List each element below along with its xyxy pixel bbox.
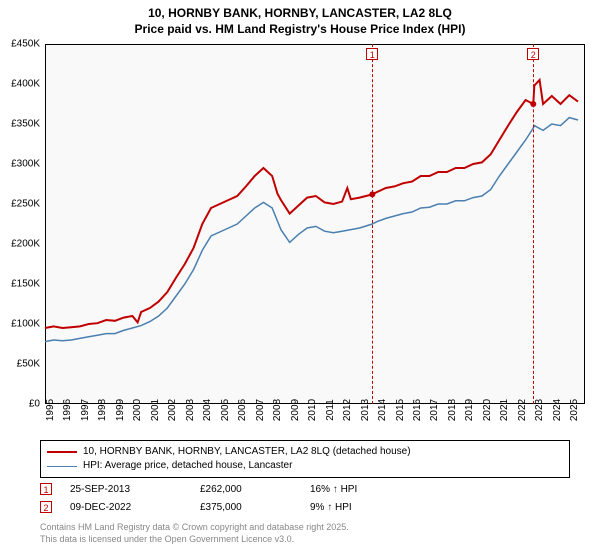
series-price_paid xyxy=(45,80,578,328)
x-tick-label: 2020 xyxy=(482,399,493,421)
x-tick-label: 2011 xyxy=(325,399,336,421)
legend-row-2: HPI: Average price, detached house, Lanc… xyxy=(47,459,563,473)
sale-vline xyxy=(533,44,534,404)
x-tick-label: 1998 xyxy=(97,399,108,421)
x-tick-label: 2022 xyxy=(517,399,528,421)
y-tick-label: £400K xyxy=(11,79,40,90)
chart-svg xyxy=(45,44,585,404)
sale-marker: 1 xyxy=(366,48,378,60)
sales-table: 1 25-SEP-2013 £262,000 16% ↑ HPI 2 09-DE… xyxy=(40,480,570,516)
sale-price-2: £375,000 xyxy=(200,502,310,513)
legend-row-1: 10, HORNBY BANK, HORNBY, LANCASTER, LA2 … xyxy=(47,445,563,459)
y-tick-label: £250K xyxy=(11,199,40,210)
x-tick-label: 2000 xyxy=(132,399,143,421)
x-tick-label: 2002 xyxy=(167,399,178,421)
x-tick-label: 2005 xyxy=(220,399,231,421)
y-tick-label: £300K xyxy=(11,159,40,170)
legend-swatch-1 xyxy=(47,451,77,453)
series-hpi xyxy=(45,118,578,342)
sale-date-2: 09-DEC-2022 xyxy=(70,502,200,513)
x-tick-label: 2017 xyxy=(429,399,440,421)
x-tick-label: 1996 xyxy=(62,399,73,421)
x-tick-label: 2013 xyxy=(360,399,371,421)
x-tick-label: 2010 xyxy=(307,399,318,421)
sale-num-box-2: 2 xyxy=(40,501,52,513)
x-tick-label: 2001 xyxy=(150,399,161,421)
x-tick-label: 2024 xyxy=(552,399,563,421)
chart-area: £0£50K£100K£150K£200K£250K£300K£350K£400… xyxy=(45,44,585,404)
chart-container: 10, HORNBY BANK, HORNBY, LANCASTER, LA2 … xyxy=(0,0,600,560)
sale-pct-2: 9% ↑ HPI xyxy=(310,502,370,513)
title-block: 10, HORNBY BANK, HORNBY, LANCASTER, LA2 … xyxy=(0,0,600,37)
sale-date-1: 25-SEP-2013 xyxy=(70,484,200,495)
x-tick-label: 1995 xyxy=(45,399,56,421)
x-tick-label: 2004 xyxy=(202,399,213,421)
x-tick-label: 2016 xyxy=(412,399,423,421)
footnote-line-1: Contains HM Land Registry data © Crown c… xyxy=(40,522,349,534)
y-tick-label: £0 xyxy=(29,399,40,410)
x-tick-label: 2023 xyxy=(534,399,545,421)
legend-box: 10, HORNBY BANK, HORNBY, LANCASTER, LA2 … xyxy=(40,440,570,478)
sale-price-1: £262,000 xyxy=(200,484,310,495)
x-tick-label: 1997 xyxy=(80,399,91,421)
y-tick-label: £200K xyxy=(11,239,40,250)
footnote: Contains HM Land Registry data © Crown c… xyxy=(40,522,349,545)
x-tick-label: 2021 xyxy=(499,399,510,421)
sale-marker: 2 xyxy=(527,48,539,60)
sales-row-2: 2 09-DEC-2022 £375,000 9% ↑ HPI xyxy=(40,498,570,516)
sale-num-box-1: 1 xyxy=(40,483,52,495)
x-tick-label: 2009 xyxy=(290,399,301,421)
x-tick-label: 2018 xyxy=(447,399,458,421)
y-tick-label: £450K xyxy=(11,39,40,50)
arrow-up-icon: ↑ xyxy=(333,484,338,495)
x-tick-label: 2015 xyxy=(395,399,406,421)
x-tick-label: 2019 xyxy=(464,399,475,421)
title-line-1: 10, HORNBY BANK, HORNBY, LANCASTER, LA2 … xyxy=(0,6,600,22)
x-tick-label: 2025 xyxy=(569,399,580,421)
y-tick-label: £100K xyxy=(11,319,40,330)
sales-row-1: 1 25-SEP-2013 £262,000 16% ↑ HPI xyxy=(40,480,570,498)
y-tick-label: £350K xyxy=(11,119,40,130)
x-tick-label: 2006 xyxy=(237,399,248,421)
footnote-line-2: This data is licensed under the Open Gov… xyxy=(40,534,349,546)
legend-label-1: 10, HORNBY BANK, HORNBY, LANCASTER, LA2 … xyxy=(83,445,411,459)
x-tick-label: 2008 xyxy=(272,399,283,421)
x-tick-label: 2012 xyxy=(342,399,353,421)
y-tick-label: £50K xyxy=(17,359,40,370)
x-tick-label: 2014 xyxy=(377,399,388,421)
legend-swatch-2 xyxy=(47,466,77,467)
title-line-2: Price paid vs. HM Land Registry's House … xyxy=(0,22,600,38)
sale-pct-1: 16% ↑ HPI xyxy=(310,484,370,495)
arrow-up-icon: ↑ xyxy=(327,502,332,513)
legend-label-2: HPI: Average price, detached house, Lanc… xyxy=(83,459,292,473)
x-tick-label: 2007 xyxy=(255,399,266,421)
x-tick-label: 2003 xyxy=(185,399,196,421)
y-tick-label: £150K xyxy=(11,279,40,290)
x-tick-label: 1999 xyxy=(115,399,126,421)
sale-vline xyxy=(372,44,373,404)
